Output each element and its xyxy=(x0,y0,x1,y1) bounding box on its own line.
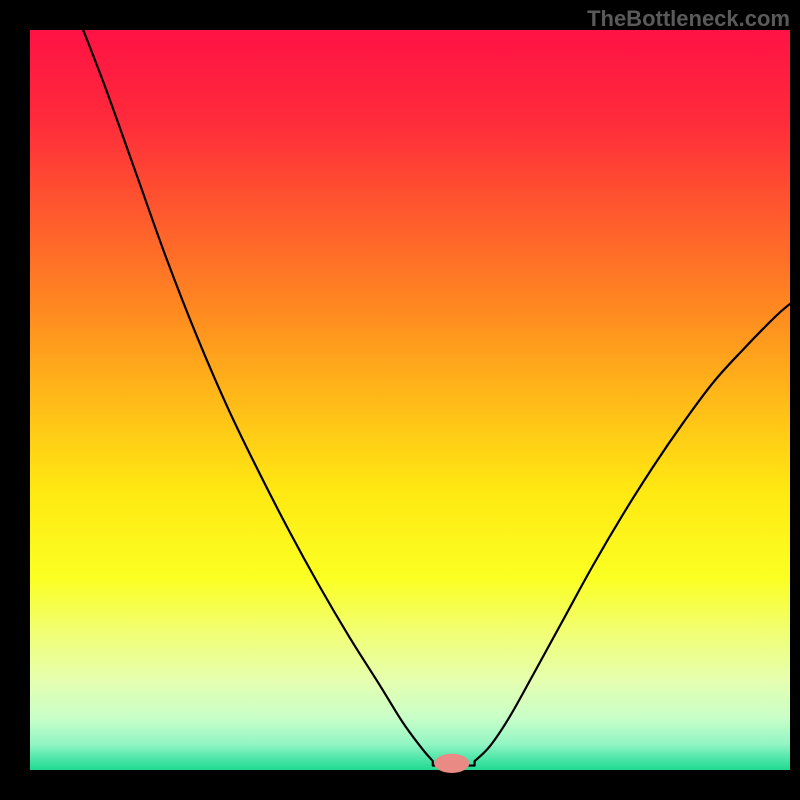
optimal-point-marker xyxy=(434,754,469,773)
bottleneck-chart xyxy=(0,0,800,800)
chart-plot-area xyxy=(30,30,790,770)
